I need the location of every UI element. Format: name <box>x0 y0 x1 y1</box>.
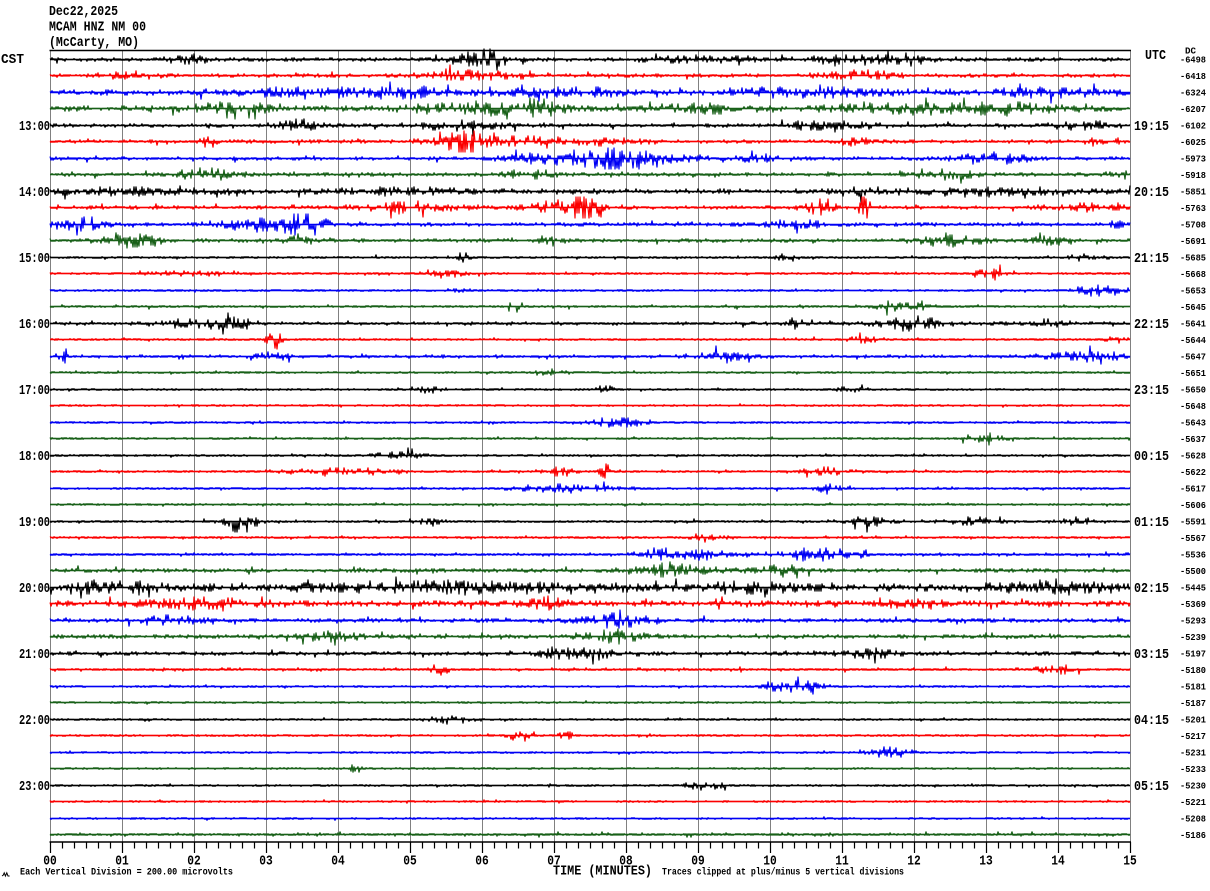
svg-text:11: 11 <box>835 854 849 870</box>
svg-text:-5691: -5691 <box>1180 236 1206 247</box>
svg-text:15:00: 15:00 <box>19 251 50 267</box>
svg-text:-5445: -5445 <box>1180 583 1206 594</box>
svg-text:-6207: -6207 <box>1180 104 1206 115</box>
svg-text:09: 09 <box>691 854 705 870</box>
svg-text:-5653: -5653 <box>1180 286 1206 297</box>
svg-text:22:00: 22:00 <box>19 713 50 729</box>
svg-text:-5536: -5536 <box>1180 550 1206 561</box>
svg-text:-5606: -5606 <box>1180 500 1206 511</box>
svg-text:04: 04 <box>331 854 345 870</box>
svg-text:-5217: -5217 <box>1180 731 1206 742</box>
svg-text:-5651: -5651 <box>1180 368 1206 379</box>
svg-text:-6025: -6025 <box>1180 137 1206 148</box>
svg-text:03:15: 03:15 <box>1134 647 1169 663</box>
svg-text:22:15: 22:15 <box>1134 317 1169 333</box>
svg-text:19:15: 19:15 <box>1134 119 1169 135</box>
svg-text:-5645: -5645 <box>1180 302 1206 313</box>
svg-text:02:15: 02:15 <box>1134 581 1169 597</box>
svg-text:19:00: 19:00 <box>19 515 50 531</box>
svg-text:-5230: -5230 <box>1180 781 1206 792</box>
svg-text:02: 02 <box>187 854 201 870</box>
svg-text:-5591: -5591 <box>1180 517 1206 528</box>
svg-text:-6102: -6102 <box>1180 121 1206 132</box>
svg-text:-5641: -5641 <box>1180 319 1206 330</box>
svg-text:12: 12 <box>907 854 921 870</box>
svg-text:-5648: -5648 <box>1180 401 1206 412</box>
svg-text:07: 07 <box>547 854 561 870</box>
svg-text:03: 03 <box>259 854 273 870</box>
svg-text:-5643: -5643 <box>1180 418 1206 429</box>
svg-text:13: 13 <box>979 854 993 870</box>
svg-text:-5239: -5239 <box>1180 632 1206 643</box>
svg-text:-5567: -5567 <box>1180 533 1206 544</box>
svg-text:10: 10 <box>763 854 777 870</box>
svg-text:-5293: -5293 <box>1180 616 1206 627</box>
svg-text:00: 00 <box>43 854 57 870</box>
svg-text:14:00: 14:00 <box>19 185 50 201</box>
svg-text:DC: DC <box>1185 46 1196 57</box>
svg-text:20:00: 20:00 <box>19 581 50 597</box>
svg-text:18:00: 18:00 <box>19 449 50 465</box>
svg-text:-5668: -5668 <box>1180 269 1206 280</box>
svg-text:-5208: -5208 <box>1180 814 1206 825</box>
svg-text:17:00: 17:00 <box>19 383 50 399</box>
svg-text:23:00: 23:00 <box>19 779 50 795</box>
svg-text:-5187: -5187 <box>1180 698 1206 709</box>
svg-text:TIME (MINUTES): TIME (MINUTES) <box>553 864 652 880</box>
svg-text:16:00: 16:00 <box>19 317 50 333</box>
svg-text:01:15: 01:15 <box>1134 515 1169 531</box>
svg-text:-5181: -5181 <box>1180 682 1206 693</box>
svg-text:-5221: -5221 <box>1180 797 1206 808</box>
svg-text:-5628: -5628 <box>1180 451 1206 462</box>
svg-text:MCAM HNZ NM 00: MCAM HNZ NM 00 <box>49 20 146 36</box>
svg-text:-5197: -5197 <box>1180 649 1206 660</box>
svg-text:CST: CST <box>1 52 24 68</box>
svg-text:05: 05 <box>403 854 417 870</box>
svg-text:-6324: -6324 <box>1180 88 1206 99</box>
svg-text:15: 15 <box>1123 854 1137 870</box>
svg-text:UTC: UTC <box>1145 48 1166 64</box>
svg-text:21:15: 21:15 <box>1134 251 1169 267</box>
svg-text:05:15: 05:15 <box>1134 779 1169 795</box>
svg-text:-5622: -5622 <box>1180 467 1206 478</box>
svg-text:-5637: -5637 <box>1180 434 1206 445</box>
svg-text:-5500: -5500 <box>1180 566 1206 577</box>
svg-text:-5973: -5973 <box>1180 154 1206 165</box>
svg-text:-5685: -5685 <box>1180 253 1206 264</box>
svg-text:-5650: -5650 <box>1180 385 1206 396</box>
svg-text:-5851: -5851 <box>1180 187 1206 198</box>
svg-text:-5201: -5201 <box>1180 715 1206 726</box>
svg-text:-5617: -5617 <box>1180 484 1206 495</box>
svg-text:13:00: 13:00 <box>19 119 50 135</box>
svg-text:-5180: -5180 <box>1180 665 1206 676</box>
svg-text:-6498: -6498 <box>1180 55 1206 66</box>
svg-text:Each Vertical Division = 200.: Each Vertical Division = 200.00 microvol… <box>20 867 233 879</box>
svg-text:-5233: -5233 <box>1180 764 1206 775</box>
svg-text:-6418: -6418 <box>1180 71 1206 82</box>
svg-text:-5918: -5918 <box>1180 170 1206 181</box>
svg-text:20:15: 20:15 <box>1134 185 1169 201</box>
svg-text:06: 06 <box>475 854 489 870</box>
svg-text:-5708: -5708 <box>1180 220 1206 231</box>
svg-text:-5369: -5369 <box>1180 599 1206 610</box>
svg-text:-5186: -5186 <box>1180 830 1206 841</box>
svg-text:21:00: 21:00 <box>19 647 50 663</box>
svg-text:14: 14 <box>1051 854 1065 870</box>
svg-text:Traces clipped at plus/minus 5: Traces clipped at plus/minus 5 vertical … <box>662 867 904 879</box>
svg-text:01: 01 <box>115 854 129 870</box>
svg-text:Dec22,2025: Dec22,2025 <box>49 4 118 20</box>
svg-text:23:15: 23:15 <box>1134 383 1169 399</box>
svg-text:(McCarty, MO): (McCarty, MO) <box>49 35 139 51</box>
svg-text:04:15: 04:15 <box>1134 713 1169 729</box>
svg-text:-5763: -5763 <box>1180 203 1206 214</box>
svg-text:08: 08 <box>619 854 633 870</box>
svg-text:-5647: -5647 <box>1180 352 1206 363</box>
svg-text:-5231: -5231 <box>1180 748 1206 759</box>
svg-text:-5644: -5644 <box>1180 335 1206 346</box>
svg-text:00:15: 00:15 <box>1134 449 1169 465</box>
